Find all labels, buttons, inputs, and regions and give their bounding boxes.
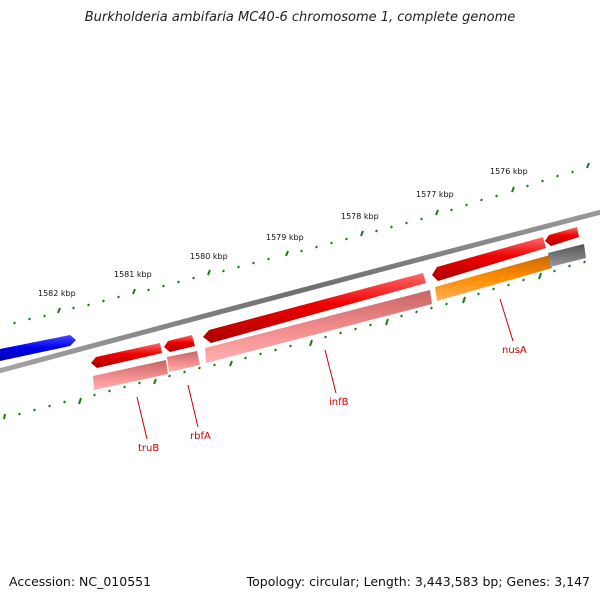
scale-label-1576: 1576 kbp [490, 167, 528, 176]
feature-rbfA [167, 351, 200, 372]
inner-scale-ring [3, 260, 586, 420]
genome-backbone [0, 209, 600, 374]
gene-label-nusA: nusA [502, 345, 527, 356]
feature-nusA [435, 255, 552, 301]
gene-unnamed-arrow [545, 227, 579, 246]
gene-infB-arrow [203, 273, 426, 343]
gene-truB-arrow [91, 343, 162, 368]
scale-label-1580: 1580 kbp [190, 252, 228, 261]
gene-nusA-arrow [432, 237, 546, 281]
gene-label-rbfA: rbfA [190, 431, 211, 442]
scale-label-1578: 1578 kbp [341, 212, 379, 221]
genome-summary-text: Topology: circular; Length: 3,443,583 bp… [246, 574, 590, 589]
feature-truB [93, 360, 168, 390]
gene-label-infB: infB [329, 397, 349, 408]
gene-label-leaders [136, 298, 514, 440]
feature-unnamed [548, 244, 586, 267]
scale-label-1582: 1582 kbp [38, 289, 76, 298]
scale-label-1579: 1579 kbp [266, 233, 304, 242]
map-title: Burkholderia ambifaria MC40-6 chromosome… [84, 10, 516, 25]
scale-label-1581: 1581 kbp [114, 270, 152, 279]
scale-label-1577: 1577 kbp [416, 190, 454, 199]
outer-scale-ring [13, 162, 590, 325]
feature-infB [205, 290, 432, 363]
gene-label-truB: truB [138, 443, 159, 454]
accession-text: Accession: NC_010551 [9, 574, 152, 589]
gene-rbfA-arrow [164, 335, 195, 352]
gene-forward-blue [0, 335, 76, 361]
